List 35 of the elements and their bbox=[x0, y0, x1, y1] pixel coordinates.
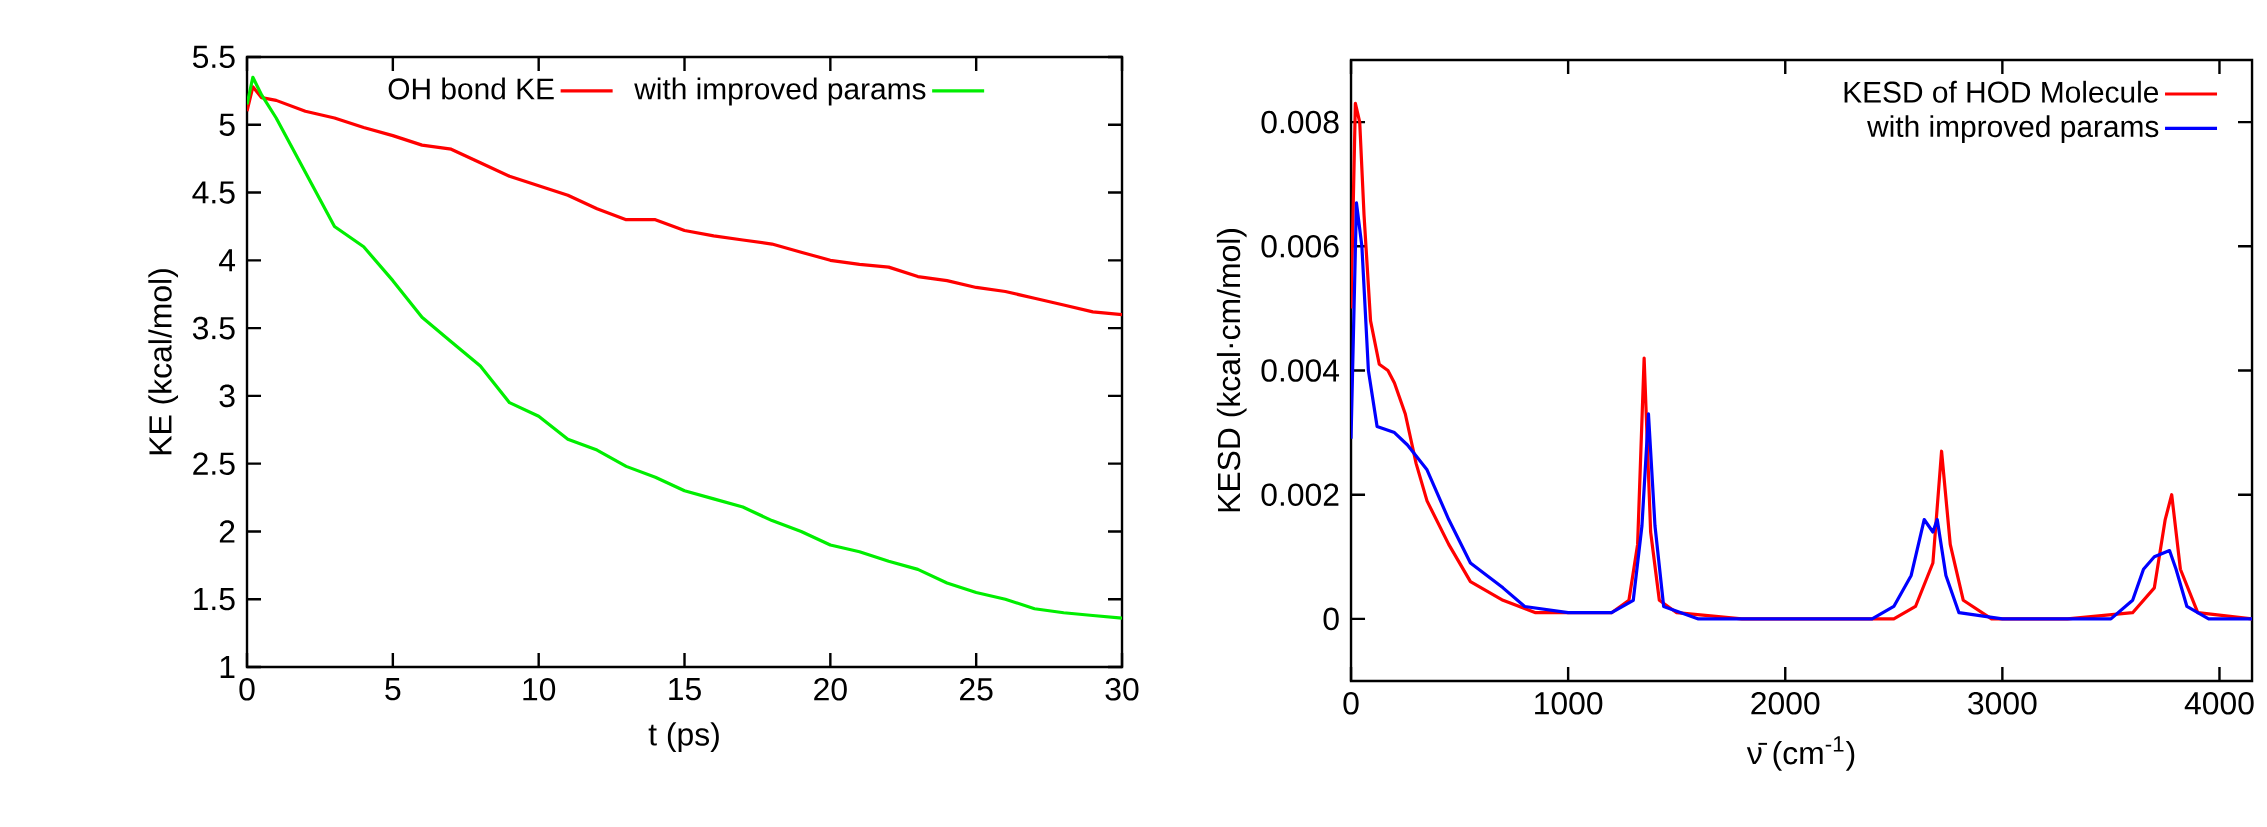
x-tick-label: 3000 bbox=[1968, 692, 2037, 715]
y-tick-label: 0.004 bbox=[1261, 359, 1340, 382]
x-axis-title: t (ps) bbox=[648, 722, 719, 752]
x-tick-label: 0 bbox=[1343, 692, 1359, 715]
y-tick-label: 3.5 bbox=[192, 316, 235, 340]
y-tick-label: 0.008 bbox=[1261, 110, 1339, 134]
x-tick-label: 1000 bbox=[1535, 692, 1603, 715]
x-tick-label: 15 bbox=[669, 678, 701, 701]
y-tick-label: 0 bbox=[1323, 607, 1339, 631]
y-axis-title: KESD (kcal·cm/mol) bbox=[1216, 229, 1247, 512]
y-tick-label: 0.002 bbox=[1261, 483, 1339, 506]
x-tick-label: 25 bbox=[960, 678, 993, 701]
y-tick-label: 4.5 bbox=[192, 181, 235, 204]
x-tick-label: 0 bbox=[239, 678, 255, 701]
x-axis-title: ν̄ (cm$^{-1}$) bbox=[1746, 736, 1855, 771]
y-tick-label: 5.5 bbox=[192, 45, 235, 69]
y-axis-title: KE (kcal/mol) bbox=[148, 269, 179, 455]
legend-label: KESD of HOD Molecule bbox=[1844, 80, 2159, 103]
y-tick-label: 1 bbox=[220, 656, 235, 678]
y-tick-label: 1.5 bbox=[194, 588, 235, 611]
x-tick-label: 10 bbox=[523, 678, 556, 701]
legend-label: OH bond KE bbox=[388, 77, 554, 100]
x-tick-label: 2000 bbox=[1751, 692, 1820, 715]
y-tick-label: 5 bbox=[219, 113, 235, 136]
y-tick-label: 3 bbox=[219, 384, 235, 408]
legend-label: with improved params bbox=[634, 77, 926, 106]
x-tick-label: 30 bbox=[1105, 678, 1139, 701]
y-tick-label: 0.006 bbox=[1261, 235, 1339, 258]
x-tick-label: 5 bbox=[385, 678, 401, 701]
x-tick-label: 4000 bbox=[2184, 692, 2254, 715]
y-tick-label: 4 bbox=[218, 249, 236, 272]
x-tick-label: 20 bbox=[814, 678, 847, 701]
y-tick-label: 2.5 bbox=[193, 452, 235, 475]
y-tick-label: 2 bbox=[219, 520, 235, 543]
legend-label: with improved params bbox=[1867, 115, 2159, 144]
